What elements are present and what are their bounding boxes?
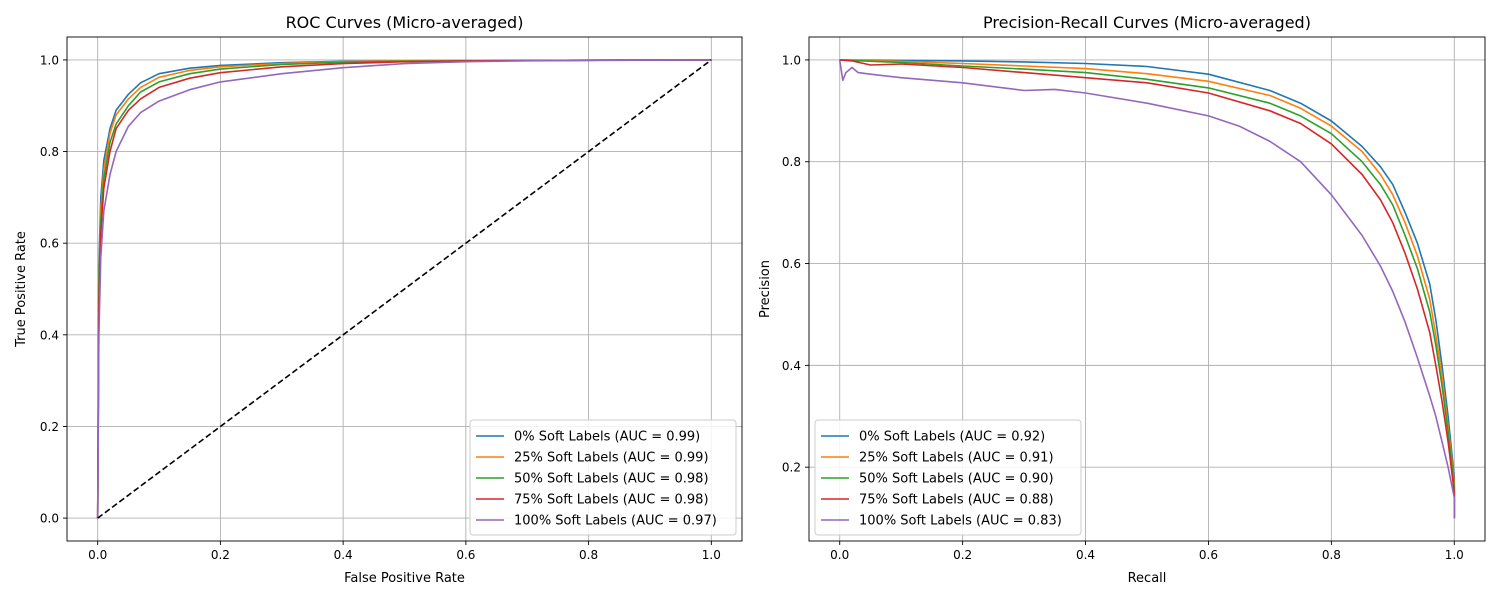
roc-series xyxy=(96,59,712,519)
roc-chart-title: ROC Curves (Micro-averaged) xyxy=(286,13,524,32)
roc-x-tick-label: 0.2 xyxy=(211,548,230,562)
roc-x-tick-label: 0.0 xyxy=(88,548,107,562)
pr-y-tick-label: 0.4 xyxy=(782,359,801,373)
pr-legend-box xyxy=(814,419,1082,536)
roc-legend-label: 75% Soft Labels (AUC = 0.98) xyxy=(514,493,709,508)
roc-legend-label: 100% Soft Labels (AUC = 0.97) xyxy=(514,514,717,529)
pr-ticks: 0.0 0.2 0.4 0.6 0.8 1.0 0.2 0.4 0.6 0.8 1.0 xyxy=(782,53,1464,562)
roc-series-line-3 xyxy=(96,59,712,519)
pr-legend-label: 75% Soft Labels (AUC = 0.88) xyxy=(859,493,1054,508)
roc-y-tick-label: 0.2 xyxy=(40,420,59,434)
pr-x-axis-label: Recall xyxy=(1128,571,1167,586)
roc-legend-label: 0% Soft Labels (AUC = 0.99) xyxy=(514,430,700,445)
pr-x-tick-label: 1.0 xyxy=(1445,548,1464,562)
roc-legend-label: 25% Soft Labels (AUC = 0.99) xyxy=(514,451,709,466)
roc-x-tick-label: 0.4 xyxy=(334,548,353,562)
pr-series xyxy=(838,59,1456,519)
roc-x-axis-label: False Positive Rate xyxy=(344,571,465,586)
pr-chart: Precision-Recall Curves (Micro-averaged)… xyxy=(758,13,1486,586)
roc-y-tick-label: 0.4 xyxy=(40,328,59,342)
pr-y-tick-label: 0.6 xyxy=(782,257,801,271)
pr-y-tick-label: 0.8 xyxy=(782,155,801,169)
roc-y-axis-label: True Positive Rate xyxy=(14,231,29,348)
pr-series-line-1 xyxy=(839,59,1456,519)
roc-plot-frame xyxy=(66,36,743,542)
roc-legend-box xyxy=(469,419,737,536)
pr-plot-frame xyxy=(808,36,1486,542)
pr-x-tick-label: 0.2 xyxy=(953,548,972,562)
pr-x-tick-label: 0.0 xyxy=(830,548,849,562)
roc-x-tick-label: 0.6 xyxy=(456,548,475,562)
roc-y-tick-label: 0.6 xyxy=(40,237,59,251)
roc-x-tick-label: 1.0 xyxy=(702,548,721,562)
pr-series-line-3 xyxy=(839,59,1456,519)
roc-chart: ROC Curves (Micro-averaged) 0.0 0.2 0.4 0.6… xyxy=(14,13,743,586)
pr-y-tick-label: 1.0 xyxy=(782,53,801,67)
pr-y-tick-label: 0.2 xyxy=(782,461,801,475)
roc-y-tick-label: 0.8 xyxy=(40,145,59,159)
pr-x-tick-label: 0.8 xyxy=(1322,548,1341,562)
roc-y-tick-label: 0.0 xyxy=(40,512,59,526)
pr-legend-label: 50% Soft Labels (AUC = 0.90) xyxy=(859,472,1054,487)
pr-legend-label: 0% Soft Labels (AUC = 0.92) xyxy=(859,430,1045,445)
pr-legend-label: 25% Soft Labels (AUC = 0.91) xyxy=(859,451,1054,466)
roc-chance-line xyxy=(97,59,712,519)
pr-chart-title: Precision-Recall Curves (Micro-averaged) xyxy=(983,13,1311,32)
pr-legend-label: 100% Soft Labels (AUC = 0.83) xyxy=(859,514,1062,529)
roc-ticks: 0.0 0.2 0.4 0.6 0.8 1.0 0.0 0.2 0.4 0.6 0.8 1.0 xyxy=(40,53,721,562)
roc-series-line-4 xyxy=(96,59,712,519)
pr-y-axis-label: Precision xyxy=(758,260,773,318)
pr-series-line-0 xyxy=(839,59,1456,519)
pr-x-tick-label: 0.4 xyxy=(1076,548,1095,562)
roc-x-tick-label: 0.8 xyxy=(579,548,598,562)
pr-legend: 0% Soft Labels (AUC = 0.92) 25% Soft Labe… xyxy=(814,419,1082,536)
roc-y-tick-label: 1.0 xyxy=(40,53,59,67)
pr-series-line-4 xyxy=(838,59,1456,519)
pr-series-line-2 xyxy=(839,59,1456,519)
roc-legend-label: 50% Soft Labels (AUC = 0.98) xyxy=(514,472,709,487)
pr-x-tick-label: 0.6 xyxy=(1199,548,1218,562)
roc-legend: 0% Soft Labels (AUC = 0.99) 25% Soft Labe… xyxy=(469,419,737,536)
